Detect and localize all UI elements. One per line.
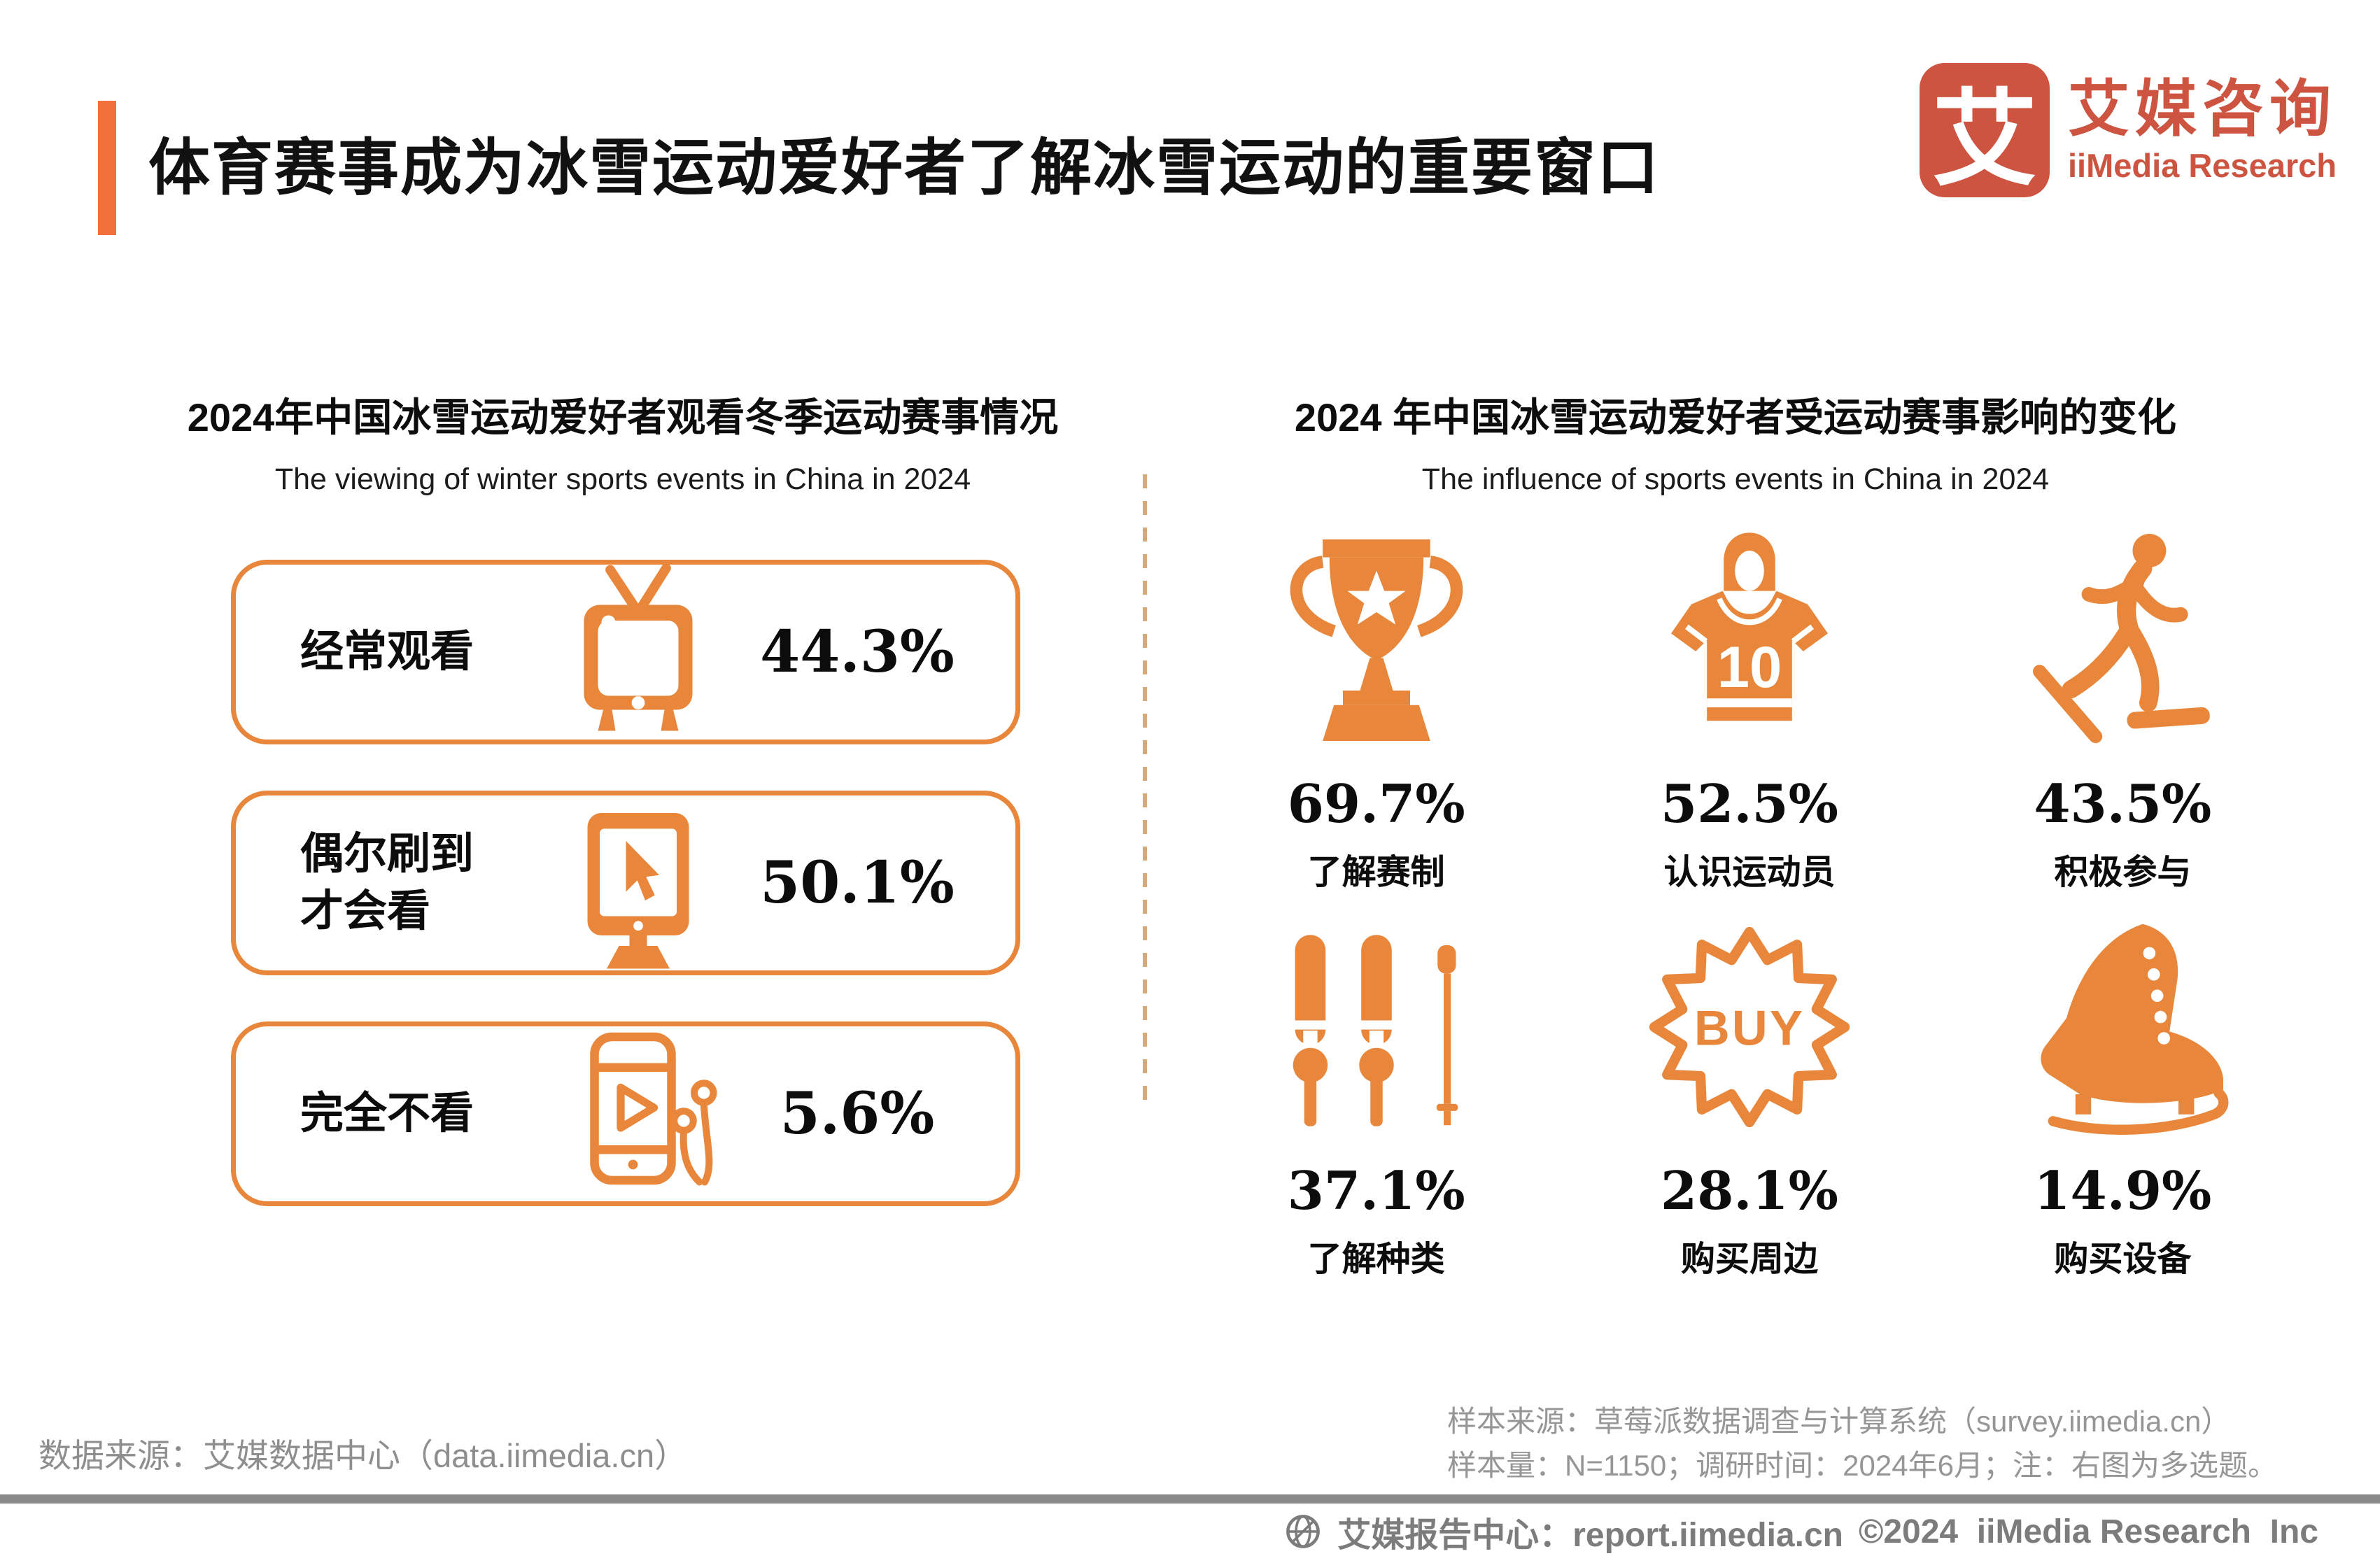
card-watch-often: 经常观看 44.3% bbox=[231, 560, 1020, 744]
logo-mark-icon: 艾 bbox=[1919, 63, 2050, 198]
stat-merchandise: BUY 28.1% 购买周边 bbox=[1563, 908, 1936, 1281]
jersey-icon: 10 bbox=[1638, 521, 1861, 752]
viewing-section-title: 2024年中国冰雪运动爱好者观看冬季运动赛事情况 bbox=[187, 395, 1059, 439]
title-accent-bar bbox=[98, 100, 116, 235]
stat-label: 积极参与 bbox=[2054, 854, 2192, 891]
viewing-section-subtitle: The viewing of winter sports events in C… bbox=[274, 462, 971, 496]
iimedia-logo: 艾 艾媒咨询 iiMedia Research bbox=[1919, 63, 2337, 198]
logo-name-cn: 艾媒咨询 bbox=[2067, 74, 2337, 144]
stat-value: 14.9% bbox=[2034, 1160, 2212, 1222]
stat-athletes: 10 52.5% 认识运动员 bbox=[1563, 521, 1936, 894]
stat-rules: 69.7% 了解赛制 bbox=[1190, 521, 1563, 894]
report-center-link: 艾媒报告中心：report.iimedia.cn bbox=[1337, 1517, 1843, 1554]
influence-section-header: 2024 年中国冰雪运动爱好者受运动赛事影响的变化 The influence … bbox=[1190, 386, 2281, 497]
sample-source-line: 样本来源：草莓派数据调查与计算系统（survey.iimedia.cn） bbox=[1447, 1405, 2231, 1438]
card-label: 经常观看 bbox=[300, 628, 474, 677]
ice-skate-icon bbox=[2011, 908, 2234, 1139]
stat-value: 69.7% bbox=[1287, 773, 1465, 835]
tv-icon bbox=[542, 565, 734, 740]
logo-text: 艾媒咨询 iiMedia Research bbox=[2067, 74, 2337, 185]
stat-label: 了解赛制 bbox=[1307, 854, 1445, 891]
stat-label: 购买周边 bbox=[1680, 1240, 1818, 1278]
stat-value: 37.1% bbox=[1287, 1160, 1465, 1222]
card-label: 完全不看 bbox=[300, 1089, 474, 1138]
stat-participate: 43.5% 积极参与 bbox=[1936, 521, 2309, 894]
stat-value: 43.5% bbox=[2034, 773, 2212, 835]
footer: 艾媒报告中心：report.iimedia.cn ©2024 iiMedia R… bbox=[1284, 1507, 2318, 1556]
stat-label: 认识运动员 bbox=[1663, 854, 1836, 891]
card-value: 5.6% bbox=[780, 1080, 935, 1147]
trophy-icon bbox=[1265, 521, 1488, 752]
stat-label: 购买设备 bbox=[2054, 1240, 2192, 1278]
viewing-cards: 经常观看 44.3% 偶尔刷到 才会看 bbox=[231, 560, 1020, 1206]
card-value: 44.3% bbox=[760, 618, 955, 686]
stat-label: 了解种类 bbox=[1307, 1240, 1445, 1278]
viewing-section-header: 2024年中国冰雪运动爱好者观看冬季运动赛事情况 The viewing of … bbox=[168, 386, 1078, 497]
influence-section-subtitle: The influence of sports events in China … bbox=[1421, 462, 2050, 496]
card-watch-occasionally: 偶尔刷到 才会看 50.1% bbox=[231, 791, 1020, 975]
header: 体育赛事成为冰雪运动爱好者了解冰雪运动的重要窗口 bbox=[98, 59, 1660, 276]
svg-text:BUY: BUY bbox=[1694, 1000, 1805, 1056]
svg-text:10: 10 bbox=[1717, 635, 1782, 700]
skis-icon bbox=[1265, 908, 1488, 1139]
influence-stats-grid: 69.7% 了解赛制 10 52.5% 认识运动员 bbox=[1190, 521, 2309, 1281]
page-title: 体育赛事成为冰雪运动爱好者了解冰雪运动的重要窗口 bbox=[148, 132, 1661, 202]
copyright-text: ©2024 iiMedia Research Inc bbox=[1858, 1513, 2318, 1550]
skater-icon bbox=[2011, 521, 2234, 752]
sample-info-line: 样本量：N=1150；调研时间：2024年6月；注：右图为多选题。 bbox=[1447, 1449, 2277, 1482]
stat-equipment: 14.9% 购买设备 bbox=[1936, 908, 2309, 1281]
sample-source-note: 样本来源：草莓派数据调查与计算系统（survey.iimedia.cn） 样本量… bbox=[1447, 1399, 2277, 1487]
globe-icon bbox=[1284, 1513, 1322, 1550]
data-source-note: 数据来源：艾媒数据中心（data.iimedia.cn） bbox=[38, 1437, 688, 1474]
buy-badge-icon: BUY bbox=[1638, 908, 1861, 1139]
phone-video-icon bbox=[542, 1026, 734, 1201]
stat-value: 28.1% bbox=[1661, 1160, 1838, 1222]
stat-types: 37.1% 了解种类 bbox=[1190, 908, 1563, 1281]
footer-divider-bar bbox=[0, 1494, 2380, 1504]
card-never-watch: 完全不看 5.6% bbox=[231, 1021, 1020, 1206]
section-divider bbox=[1143, 474, 1147, 1112]
card-label: 偶尔刷到 才会看 bbox=[300, 830, 474, 935]
stat-value: 52.5% bbox=[1661, 773, 1838, 835]
influence-section-title: 2024 年中国冰雪运动爱好者受运动赛事影响的变化 bbox=[1294, 395, 2177, 439]
logo-name-en: iiMedia Research bbox=[2067, 146, 2337, 184]
card-value: 50.1% bbox=[760, 849, 955, 917]
monitor-cursor-icon bbox=[542, 795, 734, 970]
